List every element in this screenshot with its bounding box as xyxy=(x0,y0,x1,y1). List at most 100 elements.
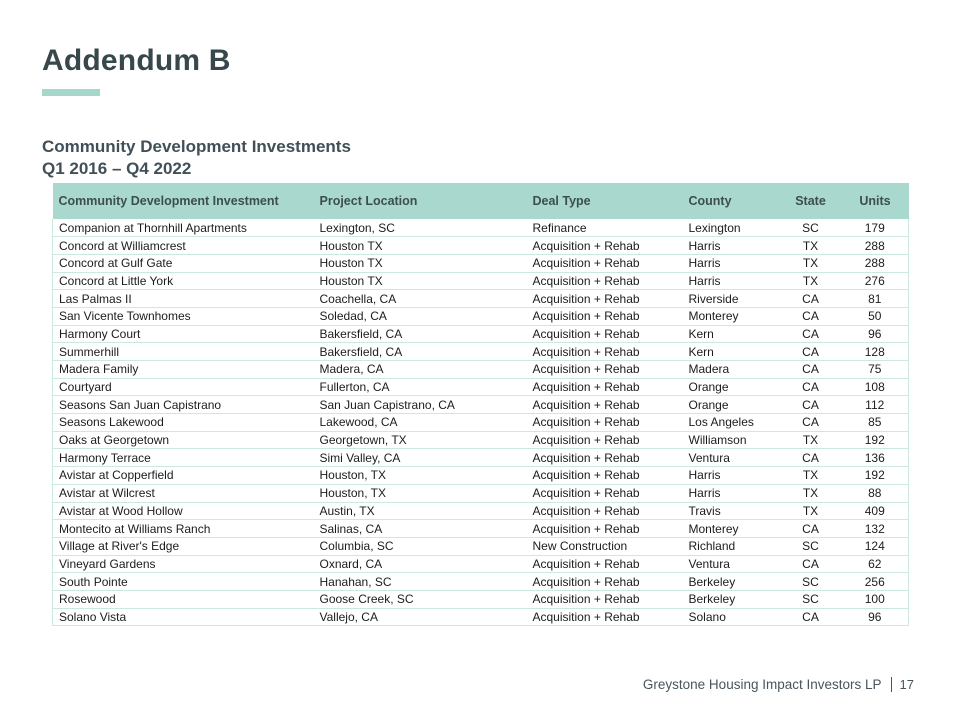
cell-county: Orange xyxy=(682,395,780,415)
cell-state: TX xyxy=(779,272,842,291)
cell-deal-type: Acquisition + Rehab xyxy=(526,431,683,450)
cell-project-location: Houston TX xyxy=(313,254,527,273)
cell-state: SC xyxy=(779,219,842,238)
cell-deal-type: New Construction xyxy=(526,537,683,556)
cell-project-location: Hanahan, SC xyxy=(313,572,527,591)
cell-units: 288 xyxy=(841,236,909,255)
table-row: Solano Vista Vallejo, CA Acquisition + Reh… xyxy=(52,608,909,627)
cell-state: CA xyxy=(779,395,842,415)
table-row: Concord at Gulf Gate Houston TX Acquisitio… xyxy=(52,254,909,273)
column-header-state: State xyxy=(795,194,826,208)
cell-investment: Harmony Terrace xyxy=(52,448,314,468)
cell-project-location: Houston TX xyxy=(313,236,527,255)
cell-investment: Avistar at Wilcrest xyxy=(52,484,314,503)
cell-investment: Village at River's Edge xyxy=(52,537,314,556)
cell-units: 62 xyxy=(841,555,909,574)
cell-units: 96 xyxy=(841,608,909,627)
cell-investment: Solano Vista xyxy=(52,608,314,627)
cell-deal-type: Acquisition + Rehab xyxy=(526,395,683,415)
cell-state: CA xyxy=(779,325,842,344)
cell-project-location: Lakewood, CA xyxy=(313,413,527,432)
cell-project-location: Austin, TX xyxy=(313,502,527,521)
cell-deal-type: Acquisition + Rehab xyxy=(526,272,683,291)
table-header-row: Community Development Investment Project… xyxy=(52,183,909,219)
table-row: Companion at Thornhill Apartments Lexingt… xyxy=(52,219,909,238)
cell-units: 112 xyxy=(841,395,909,415)
cell-units: 81 xyxy=(841,289,909,308)
cell-deal-type: Acquisition + Rehab xyxy=(526,572,683,591)
table-row: Village at River's Edge Columbia, SC New C… xyxy=(52,537,909,556)
cell-state: TX xyxy=(779,466,842,485)
cell-county: Williamson xyxy=(682,431,780,450)
cell-deal-type: Acquisition + Rehab xyxy=(526,519,683,538)
cell-units: 128 xyxy=(841,342,909,361)
cell-state: TX xyxy=(779,431,842,450)
cell-deal-type: Acquisition + Rehab xyxy=(526,289,683,308)
cell-units: 88 xyxy=(841,484,909,503)
cell-units: 108 xyxy=(841,378,909,397)
cell-county: Los Angeles xyxy=(682,413,780,432)
cell-investment: Oaks at Georgetown xyxy=(52,431,314,450)
cell-deal-type: Acquisition + Rehab xyxy=(526,555,683,574)
cell-state: CA xyxy=(779,342,842,361)
cell-county: Travis xyxy=(682,502,780,521)
table-row: South Pointe Hanahan, SC Acquisition + Reh… xyxy=(52,572,909,591)
cell-deal-type: Acquisition + Rehab xyxy=(526,502,683,521)
table-row: Rosewood Goose Creek, SC Acquisition + Reh… xyxy=(52,590,909,609)
cell-state: SC xyxy=(779,590,842,609)
cell-deal-type: Acquisition + Rehab xyxy=(526,325,683,344)
cell-project-location: Bakersfield, CA xyxy=(313,342,527,361)
cell-county: Harris xyxy=(682,484,780,503)
cell-deal-type: Acquisition + Rehab xyxy=(526,466,683,485)
cell-county: Berkeley xyxy=(682,590,780,609)
table-row: Summerhill Bakersfield, CA Acquisition + R… xyxy=(52,342,909,361)
cell-deal-type: Acquisition + Rehab xyxy=(526,378,683,397)
cell-units: 132 xyxy=(841,519,909,538)
cell-project-location: Simi Valley, CA xyxy=(313,448,527,468)
cell-county: Kern xyxy=(682,342,780,361)
cell-state: TX xyxy=(779,236,842,255)
cell-county: Monterey xyxy=(682,307,780,326)
cell-state: TX xyxy=(779,484,842,503)
cell-units: 179 xyxy=(841,219,909,238)
cell-county: Lexington xyxy=(682,219,780,238)
subtitle-line-2: Q1 2016 – Q4 2022 xyxy=(42,159,192,178)
cell-county: Ventura xyxy=(682,555,780,574)
cell-county: Harris xyxy=(682,254,780,273)
cell-project-location: Soledad, CA xyxy=(313,307,527,326)
cell-deal-type: Acquisition + Rehab xyxy=(526,484,683,503)
page-title: Addendum B xyxy=(42,44,231,77)
cell-state: CA xyxy=(779,289,842,308)
cell-project-location: Houston, TX xyxy=(313,484,527,503)
cell-deal-type: Acquisition + Rehab xyxy=(526,342,683,361)
cell-state: SC xyxy=(779,572,842,591)
cell-deal-type: Acquisition + Rehab xyxy=(526,413,683,432)
cell-investment: Seasons San Juan Capistrano xyxy=(52,395,314,415)
cell-deal-type: Acquisition + Rehab xyxy=(526,590,683,609)
cell-deal-type: Acquisition + Rehab xyxy=(526,360,683,379)
cell-county: Kern xyxy=(682,325,780,344)
cell-units: 85 xyxy=(841,413,909,432)
cell-state: CA xyxy=(779,448,842,468)
cell-state: CA xyxy=(779,307,842,326)
column-header-units: Units xyxy=(859,194,891,208)
cell-project-location: Goose Creek, SC xyxy=(313,590,527,609)
cell-investment: Las Palmas II xyxy=(52,289,314,308)
cell-project-location: Columbia, SC xyxy=(313,537,527,556)
cell-state: CA xyxy=(779,378,842,397)
table-row: Concord at Williamcrest Houston TX Acquisi… xyxy=(52,236,909,255)
cell-deal-type: Acquisition + Rehab xyxy=(526,236,683,255)
cell-county: Harris xyxy=(682,466,780,485)
cell-deal-type: Acquisition + Rehab xyxy=(526,608,683,627)
cell-units: 256 xyxy=(841,572,909,591)
footer-company-name: Greystone Housing Impact Investors LP xyxy=(642,677,882,692)
table-row: Harmony Court Bakersfield, CA Acquisition … xyxy=(52,325,909,344)
table-row: Seasons Lakewood Lakewood, CA Acquisition … xyxy=(52,413,909,432)
cell-units: 288 xyxy=(841,254,909,273)
cell-units: 409 xyxy=(841,502,909,521)
cell-county: Solano xyxy=(682,608,780,627)
cell-county: Ventura xyxy=(682,448,780,468)
cell-investment: Summerhill xyxy=(52,342,314,361)
cell-investment: Rosewood xyxy=(52,590,314,609)
